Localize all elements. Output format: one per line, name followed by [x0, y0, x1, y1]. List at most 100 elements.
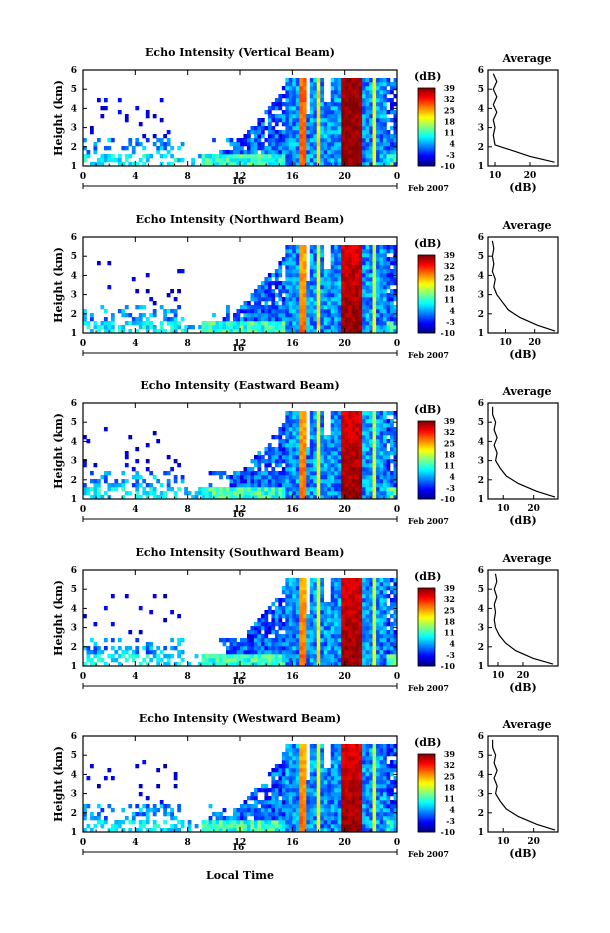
heatmap-cell — [254, 154, 258, 158]
heatmap-cell — [285, 142, 289, 146]
heatmap-cell — [271, 138, 275, 142]
heatmap-cell — [369, 642, 373, 646]
heatmap-cell — [334, 602, 338, 606]
heatmap-cell — [348, 146, 352, 150]
heatmap-cell — [324, 463, 328, 467]
heatmap-cell — [278, 820, 282, 824]
heatmap-cell — [271, 812, 275, 816]
heatmap-cell — [306, 784, 310, 788]
heatmap-cell — [289, 650, 293, 654]
heatmap-cell — [313, 744, 317, 748]
heatmap-cell — [310, 602, 314, 606]
heatmap-cell — [310, 257, 314, 261]
heatmap-cell — [86, 439, 90, 443]
heatmap-cell — [352, 106, 356, 110]
heatmap-cell — [299, 630, 303, 634]
heatmap-cell — [86, 650, 90, 654]
x-tick-label: 20 — [338, 505, 351, 515]
heatmap-cell — [313, 309, 317, 313]
heatmap-cell — [324, 471, 328, 475]
heatmap-cell — [285, 293, 289, 297]
heatmap-cell — [167, 658, 171, 662]
heatmap-cell — [292, 309, 296, 313]
heatmap-cell — [296, 760, 300, 764]
heatmap-cell — [278, 658, 282, 662]
heatmap-cell — [352, 642, 356, 646]
heatmap-cell — [324, 447, 328, 451]
heatmap-cell — [369, 415, 373, 419]
heatmap-cell — [93, 479, 97, 483]
heatmap-cell — [250, 130, 254, 134]
heatmap-cell — [296, 578, 300, 582]
heatmap-cell — [390, 638, 394, 642]
heatmap-cell — [376, 487, 380, 491]
heatmap-cell — [296, 130, 300, 134]
heatmap-cell — [338, 90, 342, 94]
heatmap-cell — [282, 487, 286, 491]
heatmap-cell — [310, 126, 314, 130]
day-label: 16 — [232, 177, 245, 187]
panel-title: Echo Intensity (Westward Beam) — [139, 712, 341, 725]
heatmap-cell — [118, 110, 122, 114]
heatmap-cell — [128, 435, 132, 439]
heatmap-cell — [359, 487, 363, 491]
heatmap-cell — [250, 138, 254, 142]
heatmap-cell — [299, 273, 303, 277]
heatmap-cell — [341, 634, 345, 638]
heatmap-cell — [285, 483, 289, 487]
heatmap-cell — [369, 586, 373, 590]
heatmap-cell — [97, 98, 101, 102]
heatmap-cell — [250, 293, 254, 297]
heatmap-cell — [247, 812, 251, 816]
heatmap-cell — [369, 253, 373, 257]
heatmap-cell — [216, 654, 220, 658]
heatmap-cell — [366, 261, 370, 265]
average-profile-line — [492, 241, 555, 331]
heatmap-cell — [317, 654, 321, 658]
heatmap-cell — [271, 483, 275, 487]
heatmap-cell — [380, 301, 384, 305]
heatmap-cell — [254, 305, 258, 309]
heatmap-cell — [264, 309, 268, 313]
heatmap-cell — [292, 764, 296, 768]
heatmap-cell — [383, 451, 387, 455]
heatmap-cell — [237, 483, 241, 487]
heatmap-cell — [383, 265, 387, 269]
heatmap-cell — [366, 427, 370, 431]
heatmap-cell — [275, 281, 279, 285]
heatmap-cell — [352, 142, 356, 146]
heatmap-cell — [299, 788, 303, 792]
heatmap-cell — [254, 471, 258, 475]
heatmap-cell — [369, 114, 373, 118]
heatmap-cell — [289, 594, 293, 598]
heatmap-cell — [310, 321, 314, 325]
heatmap-cell — [142, 820, 146, 824]
heatmap-cell — [292, 642, 296, 646]
heatmap-cell — [352, 273, 356, 277]
heatmap-cell — [313, 756, 317, 760]
heatmap-cell — [345, 646, 349, 650]
heatmap-cell — [359, 289, 363, 293]
heatmap-cell — [387, 301, 391, 305]
heatmap-cell — [380, 622, 384, 626]
heatmap-cell — [271, 317, 275, 321]
heatmap-cell — [146, 812, 150, 816]
heatmap-cell — [317, 471, 321, 475]
heatmap-cell — [296, 479, 300, 483]
heatmap-cell — [355, 90, 359, 94]
heatmap-cell — [331, 447, 335, 451]
heatmap-cell — [271, 654, 275, 658]
heatmap-cell — [380, 578, 384, 582]
y-tick-label: 3 — [71, 124, 77, 134]
heatmap-cell — [250, 313, 254, 317]
heatmap-cell — [292, 776, 296, 780]
heatmap-cell — [250, 638, 254, 642]
heatmap-cell — [303, 646, 307, 650]
colorbar-tick-label: 39 — [444, 83, 456, 93]
heatmap-cell — [348, 142, 352, 146]
heatmap-cell — [160, 142, 164, 146]
heatmap-cell — [313, 130, 317, 134]
heatmap-cell — [296, 419, 300, 423]
heatmap-cell — [93, 816, 97, 820]
heatmap-cell — [366, 289, 370, 293]
